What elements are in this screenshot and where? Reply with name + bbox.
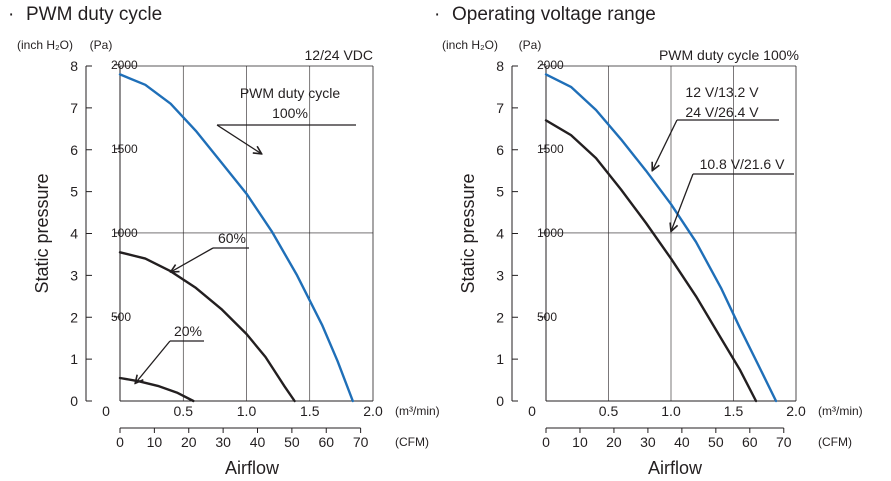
y-tick-label: 7	[496, 100, 504, 116]
series-line	[118, 376, 195, 403]
y2-tick-label: 2000	[111, 58, 138, 72]
y-tick-label: 3	[70, 267, 78, 283]
y-axis-label: Static pressure	[32, 173, 52, 293]
x2-tick-label: 0	[116, 434, 124, 450]
chart-subtitle: 12/24 VDC	[305, 47, 373, 63]
y-tick-label: 5	[496, 184, 504, 200]
y2-tick-label: 500	[537, 310, 557, 324]
x-tick-label: 1.5	[724, 403, 744, 419]
x2-tick-label: 10	[147, 434, 163, 450]
series-label: 20%	[174, 323, 202, 339]
chart-operating-voltage-range: · Operating voltage range0123456785001000…	[434, 4, 863, 478]
x2-tick-label: 0	[542, 434, 550, 450]
x2-tick-label: 50	[284, 434, 300, 450]
y-tick-label: 0	[496, 393, 504, 409]
chart-title: PWM duty cycle	[26, 4, 162, 25]
x-tick-label: 2.0	[786, 403, 806, 419]
y-tick-label: 4	[496, 226, 504, 242]
x-tick-label: 1.5	[300, 403, 320, 419]
series-line	[544, 73, 778, 403]
y-tick-label: 8	[70, 58, 78, 74]
y2-tick-label: 1500	[111, 142, 138, 156]
x-unit-secondary: (CFM)	[395, 435, 429, 449]
x-tick-label: 1.0	[661, 403, 681, 419]
x2-tick-label: 30	[215, 434, 231, 450]
x2-tick-label: 20	[181, 434, 197, 450]
series-line	[544, 119, 758, 403]
chart-title: Operating voltage range	[452, 4, 656, 25]
y2-tick-label: 2000	[537, 58, 564, 72]
y-tick-label: 5	[70, 184, 78, 200]
y-tick-label: 1	[70, 351, 78, 367]
y2-tick-label: 1000	[111, 226, 138, 240]
x-axis-label: Airflow	[225, 458, 280, 478]
title-bullet: ·	[8, 4, 14, 25]
series-label: 100%	[272, 105, 308, 121]
x2-tick-label: 70	[353, 434, 369, 450]
leader-arrow	[652, 119, 678, 171]
series-label: 24 V/26.4 V	[685, 104, 759, 120]
chart-pwm-duty-cycle: · PWM duty cycle012345678500100015002000(…	[8, 4, 440, 478]
leader-arrow	[671, 173, 694, 231]
x2-tick-label: 70	[776, 434, 792, 450]
x2-tick-label: 20	[606, 434, 622, 450]
x-tick-label: 0.5	[599, 403, 619, 419]
leader-arrow	[171, 247, 214, 272]
y-tick-label: 2	[70, 309, 78, 325]
x-tick-label: 0	[528, 403, 536, 419]
series-label: 10.8 V/21.6 V	[700, 156, 786, 172]
series-label: 12 V/13.2 V	[685, 84, 759, 100]
y-tick-label: 6	[70, 142, 78, 158]
y2-tick-label: 500	[111, 310, 131, 324]
x-tick-label: 0	[102, 403, 110, 419]
y-tick-label: 3	[496, 267, 504, 283]
leader-arrow	[216, 124, 262, 154]
x-unit-primary: (m³/min)	[818, 404, 863, 418]
y-axis-label: Static pressure	[458, 173, 478, 293]
y-tick-label: 7	[70, 100, 78, 116]
x-tick-label: 0.5	[174, 403, 194, 419]
y-unit-pa: (Pa)	[90, 38, 113, 52]
y-tick-label: 8	[496, 58, 504, 74]
x-axis-label: Airflow	[648, 458, 703, 478]
y-unit-inch: (inch H₂O)	[442, 38, 498, 52]
y2-tick-label: 1000	[537, 226, 564, 240]
series-line	[118, 251, 296, 403]
x-tick-label: 2.0	[363, 403, 383, 419]
y-tick-label: 4	[70, 226, 78, 242]
title-bullet: ·	[434, 4, 440, 25]
x2-tick-label: 50	[708, 434, 724, 450]
x2-tick-label: 40	[250, 434, 266, 450]
x-unit-secondary: (CFM)	[818, 435, 852, 449]
x2-tick-label: 40	[674, 434, 690, 450]
series-label: PWM duty cycle	[240, 85, 341, 101]
y2-tick-label: 1500	[537, 142, 564, 156]
y-unit-inch: (inch H₂O)	[17, 38, 73, 52]
chart-subtitle: PWM duty cycle 100%	[659, 47, 799, 63]
x2-tick-label: 10	[572, 434, 588, 450]
series-line	[118, 73, 354, 403]
x-unit-primary: (m³/min)	[395, 404, 440, 418]
x2-tick-label: 60	[742, 434, 758, 450]
y-tick-label: 2	[496, 309, 504, 325]
y-unit-pa: (Pa)	[519, 38, 542, 52]
leader-arrow	[135, 340, 171, 383]
x-tick-label: 1.0	[237, 403, 257, 419]
y-tick-label: 0	[70, 393, 78, 409]
x2-tick-label: 60	[318, 434, 334, 450]
y-tick-label: 6	[496, 142, 504, 158]
x2-tick-label: 30	[640, 434, 656, 450]
series-label: 60%	[218, 230, 246, 246]
y-tick-label: 1	[496, 351, 504, 367]
